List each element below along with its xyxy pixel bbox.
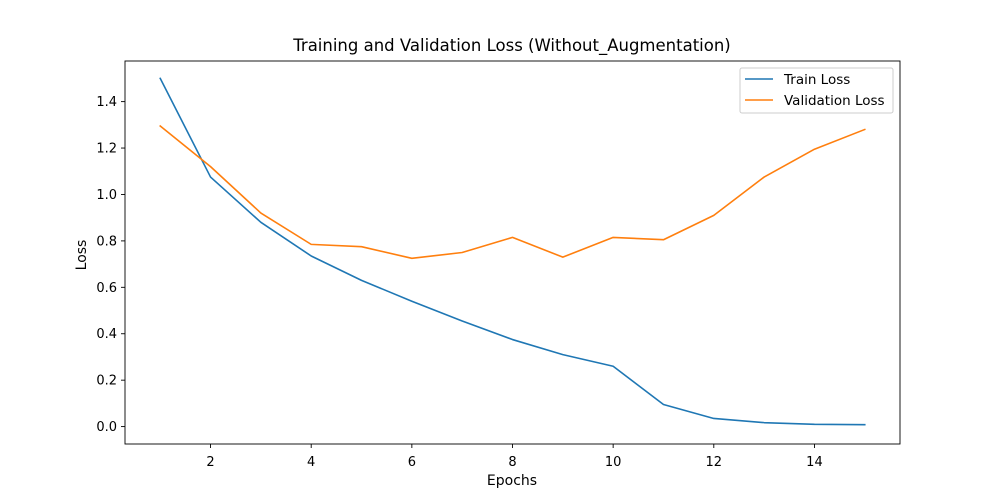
x-tick-label: 2 [206,455,214,470]
y-tick-label: 0.4 [96,327,117,342]
y-axis-label: Loss [74,240,90,271]
x-axis-label: Epochs [487,473,537,489]
y-tick-label: 1.2 [96,142,117,157]
y-tick-label: 0.8 [96,234,117,249]
x-tick-label: 10 [605,455,622,470]
x-tick-label: 4 [307,455,315,470]
legend-label-train-loss: Train Loss [783,72,850,88]
series-line-validation-loss [159,124,866,260]
y-tick-label: 1.4 [96,95,117,110]
x-tick-label: 12 [706,455,723,470]
y-tick-label: 0.0 [96,420,117,435]
legend: Train Loss Validation Loss [739,67,894,114]
x-tick-label: 14 [806,455,823,470]
y-tick-label: 1.0 [96,188,117,203]
axes: 2 4 6 8 10 12 14 0.0 0.2 0.4 0.6 0.8 1.0 1.2 1.4 [96,60,901,470]
legend-label-validation-loss: Validation Loss [784,93,885,109]
y-tick-label: 0.2 [96,374,117,389]
x-tick-label: 6 [408,455,416,470]
y-tick-label: 0.6 [96,281,117,296]
chart-title: Training and Validation Loss (Without_Au… [292,36,731,56]
x-tick-label: 8 [508,455,516,470]
series-line-train-loss [159,77,866,426]
plot-area [159,77,866,426]
legend-box [739,67,894,114]
